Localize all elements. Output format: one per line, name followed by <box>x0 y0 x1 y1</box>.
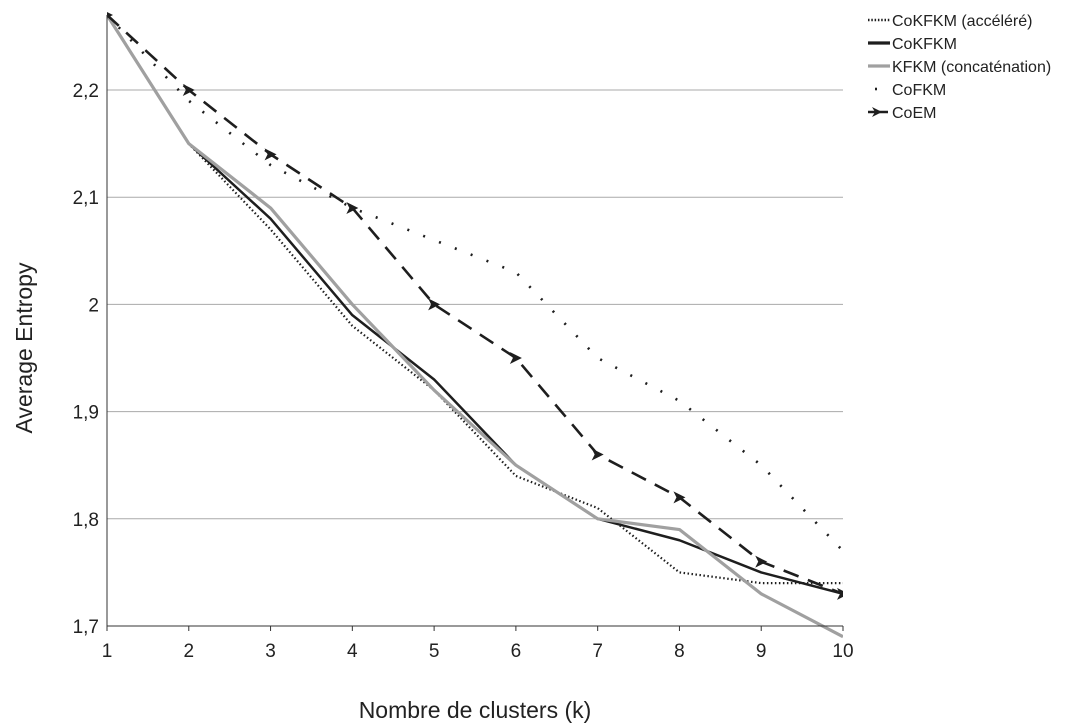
x-tick-labels: 1 2 3 4 5 6 7 8 9 10 <box>102 626 854 662</box>
x-tick-label: 4 <box>347 641 358 662</box>
x-tick-label: 2 <box>183 641 194 662</box>
data-point-marker <box>509 352 522 365</box>
data-point-marker <box>182 84 195 97</box>
data-point-marker <box>673 491 686 504</box>
x-tick-label: 5 <box>429 641 440 662</box>
legend-item: CoFKM <box>875 82 946 99</box>
y-tick-label: 1,8 <box>73 510 99 531</box>
data-point-marker <box>107 12 113 18</box>
legend-item: CoKFKM <box>868 36 957 53</box>
x-tick-label: 1 <box>102 641 113 662</box>
series-sparse-dots <box>107 14 843 552</box>
y-tick-label: 1,9 <box>73 403 99 424</box>
legend-label: CoKFKM (accéléré) <box>892 13 1032 30</box>
legend-label: CoFKM <box>892 82 946 99</box>
series-line <box>107 14 843 596</box>
data-point-marker <box>428 298 441 311</box>
y-tick-label: 1,7 <box>73 617 99 638</box>
series-line <box>107 14 843 639</box>
data-point-marker <box>837 587 843 600</box>
series-line <box>107 14 843 596</box>
legend-item: CoKFKM (accéléré) <box>868 13 1032 30</box>
series-dashed-arrow <box>107 12 843 600</box>
x-tick-label: 9 <box>756 641 767 662</box>
legend-swatch-marker <box>872 107 882 117</box>
y-tick-label: 2,1 <box>73 188 99 209</box>
legend-label: CoEM <box>892 105 936 122</box>
x-tick-label: 7 <box>592 641 603 662</box>
series-solid <box>107 14 843 596</box>
gridlines <box>107 89 843 520</box>
series-line <box>107 14 843 552</box>
data-point-marker <box>264 148 277 161</box>
x-tick-label: 10 <box>832 641 853 662</box>
y-axis-title: Average Entropy <box>11 262 37 433</box>
data-point-marker <box>591 448 604 461</box>
data-point-marker <box>755 555 768 568</box>
legend-item: KFKM (concaténation) <box>868 59 1051 76</box>
y-tick-label: 2,2 <box>73 81 99 102</box>
series-layer <box>107 12 843 639</box>
legend-item: CoEM <box>868 105 936 122</box>
x-tick-label: 8 <box>674 641 685 662</box>
legend-label: CoKFKM <box>892 36 957 53</box>
series-dotted <box>107 14 843 585</box>
axes <box>106 15 843 627</box>
legend-label: KFKM (concaténation) <box>892 59 1051 76</box>
y-tick-label: 2 <box>88 295 99 316</box>
data-point-marker <box>346 201 359 214</box>
legend: CoKFKM (accéléré) CoKFKM KFKM (concaténati… <box>868 13 1051 122</box>
x-tick-label: 6 <box>511 641 522 662</box>
x-tick-label: 3 <box>265 641 276 662</box>
series-solid-gray <box>107 14 843 639</box>
series-line <box>107 14 843 585</box>
x-axis-title: Nombre de clusters (k) <box>359 697 592 723</box>
y-tick-labels: 1,7 1,8 1,9 2 2,1 2,2 <box>73 81 99 638</box>
